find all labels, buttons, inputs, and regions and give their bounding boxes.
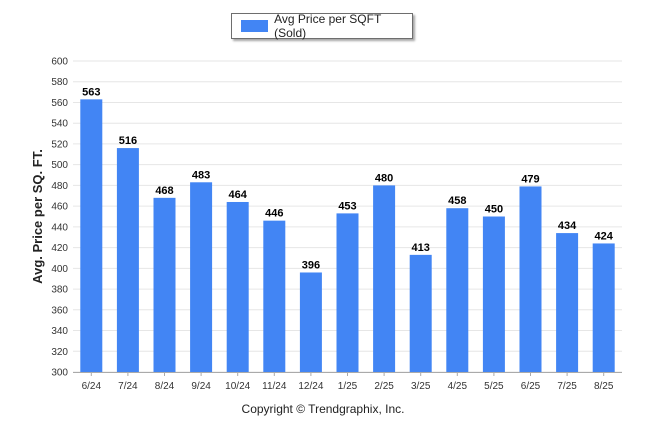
y-tick-label: 380	[51, 285, 68, 296]
copyright-footer: Copyright © Trendgraphix, Inc.	[241, 402, 405, 416]
bar	[226, 201, 249, 372]
x-tick-label: 9/24	[191, 381, 211, 392]
bar	[336, 213, 359, 372]
x-tick-label: 5/25	[484, 381, 504, 392]
bar	[153, 197, 176, 372]
bar-value-label: 450	[485, 204, 503, 216]
bar	[409, 254, 432, 372]
x-tick-label: 11/24	[262, 381, 287, 392]
bar	[299, 272, 322, 372]
bar-value-label: 446	[265, 208, 283, 220]
y-tick-label: 420	[51, 243, 68, 254]
y-tick-label: 500	[51, 160, 68, 171]
x-tick-label: 6/24	[82, 381, 102, 392]
bar-value-label: 424	[595, 230, 614, 242]
bar-value-label: 458	[448, 195, 466, 207]
legend: Avg Price per SQFT (Sold)	[231, 12, 413, 40]
y-tick-label: 560	[51, 98, 68, 109]
x-tick-label: 6/25	[521, 381, 541, 392]
x-tick-label: 10/24	[225, 381, 250, 392]
y-tick-label: 340	[51, 326, 68, 337]
bar-value-label: 483	[192, 169, 210, 181]
bar	[482, 216, 505, 372]
bar-value-label: 563	[82, 86, 100, 98]
bar	[263, 220, 286, 372]
bar	[116, 148, 139, 372]
legend-swatch	[241, 20, 269, 32]
y-tick-label: 540	[51, 119, 68, 130]
bar-value-label: 468	[155, 185, 173, 197]
y-tick-label: 480	[51, 181, 68, 192]
bar	[519, 186, 542, 372]
y-tick-label: 460	[51, 202, 68, 213]
bar-value-label: 479	[521, 173, 539, 185]
bar-value-label: 480	[375, 172, 393, 184]
y-tick-label: 600	[51, 57, 68, 68]
x-tick-label: 3/25	[411, 381, 431, 392]
bar	[592, 243, 615, 372]
x-tick-label: 8/25	[594, 381, 614, 392]
bar	[556, 233, 579, 372]
bar-value-label: 516	[119, 135, 137, 147]
bar	[446, 208, 469, 372]
y-tick-label: 440	[51, 222, 68, 233]
y-tick-label: 520	[51, 139, 68, 150]
bar	[190, 182, 213, 372]
x-tick-label: 1/25	[338, 381, 358, 392]
y-tick-label: 320	[51, 347, 68, 358]
bar-value-label: 413	[412, 242, 430, 254]
bar-value-label: 396	[302, 259, 320, 271]
x-tick-label: 7/25	[557, 381, 577, 392]
x-tick-label: 12/24	[298, 381, 323, 392]
bar	[80, 99, 103, 373]
legend-label: Avg Price per SQFT (Sold)	[274, 12, 382, 40]
y-tick-label: 400	[51, 264, 68, 275]
y-axis-title: Avg. Price per SQ. FT.	[30, 149, 45, 284]
x-tick-label: 8/24	[155, 381, 175, 392]
bar-value-label: 464	[229, 189, 248, 201]
x-tick-label: 2/25	[374, 381, 394, 392]
x-tick-label: 7/24	[118, 381, 138, 392]
bar-value-label: 453	[338, 200, 356, 212]
y-tick-label: 580	[51, 77, 68, 88]
y-tick-label: 360	[51, 305, 68, 316]
y-tick-label: 300	[51, 368, 68, 379]
bar-value-label: 434	[558, 220, 577, 232]
x-tick-label: 4/25	[448, 381, 468, 392]
bar	[373, 185, 396, 372]
